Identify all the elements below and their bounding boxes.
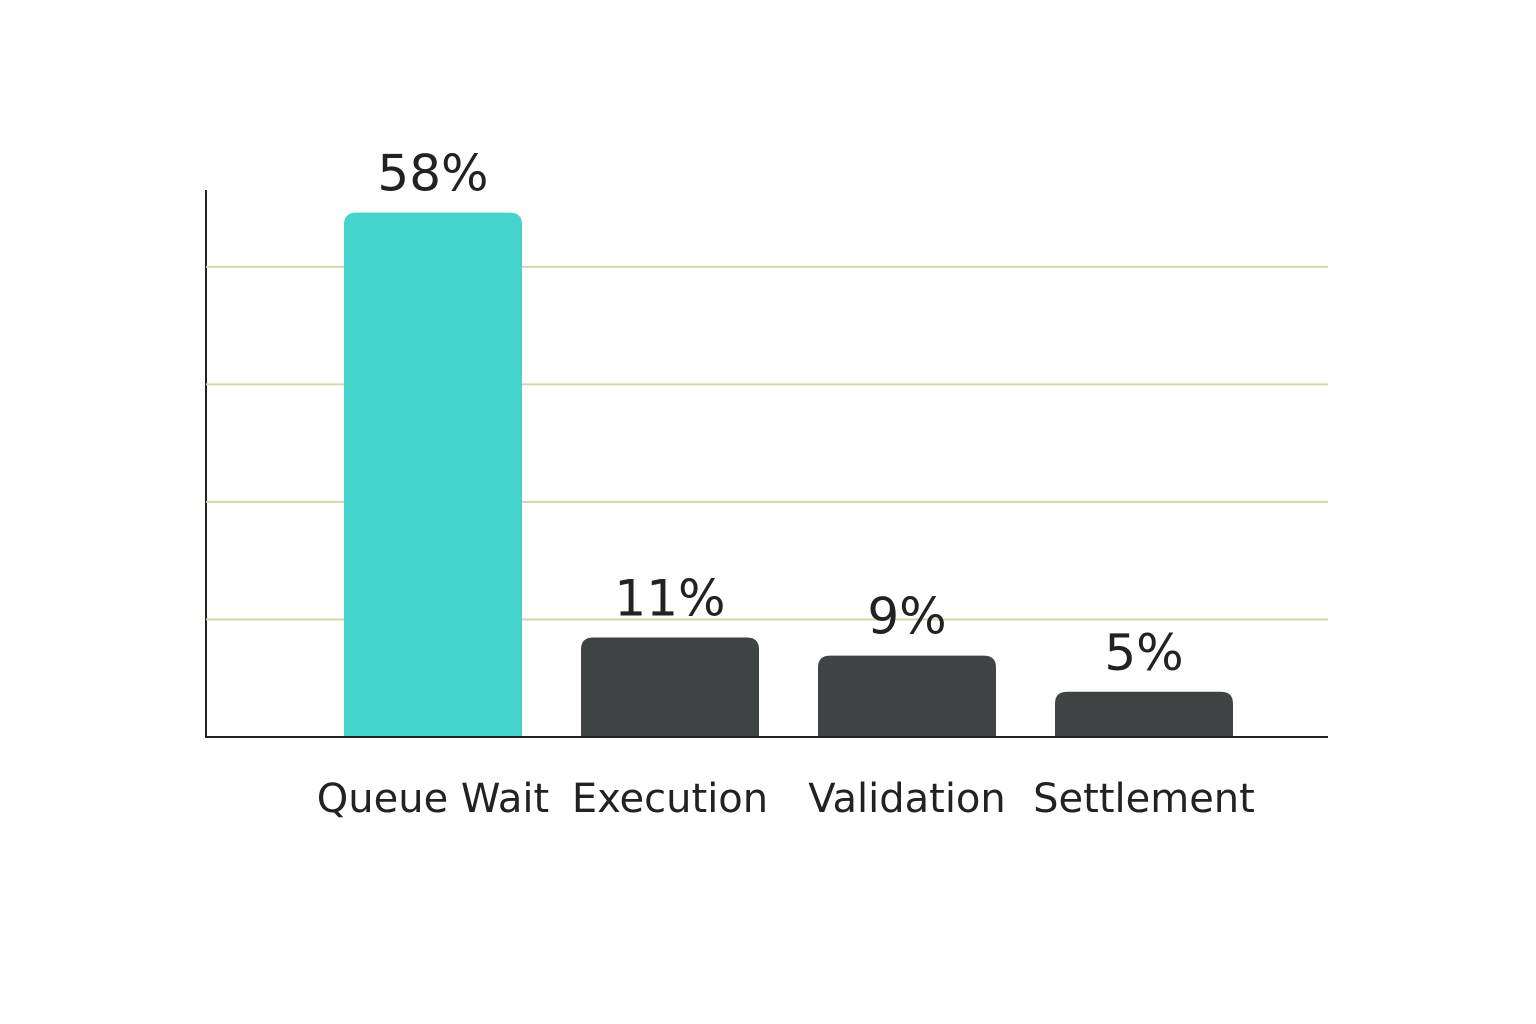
value-label: 11% [614,570,725,628]
x-tick-label: Validation [808,776,1006,822]
x-tick-label: Queue Wait [317,776,549,822]
bar [1055,691,1233,737]
bar [818,655,996,737]
bar [344,212,522,738]
bar [581,637,759,737]
x-tick-label: Execution [572,776,768,822]
value-label: 58% [377,145,488,203]
x-tick-label: Settlement [1033,776,1255,822]
bars: 58% 11% 9% 5% [344,145,1233,738]
value-label: 9% [867,588,946,646]
value-label: 5% [1104,624,1183,682]
